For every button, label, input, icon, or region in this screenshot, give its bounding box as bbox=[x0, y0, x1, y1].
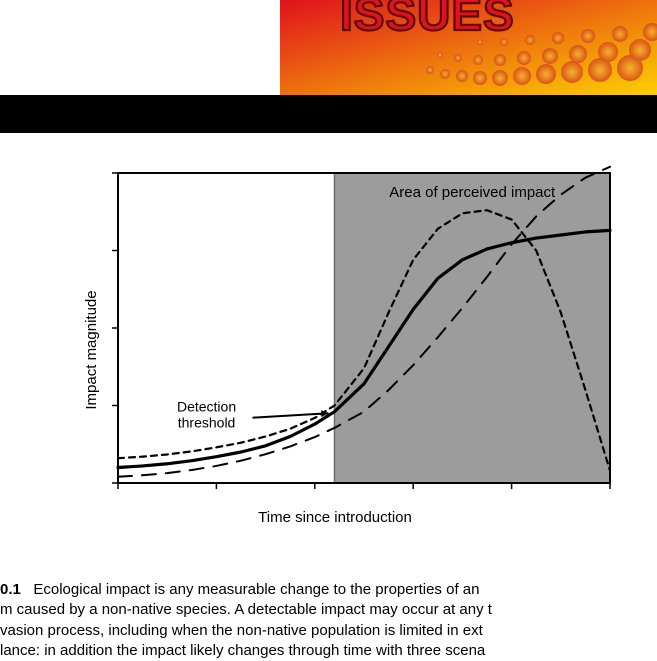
black-bar bbox=[0, 95, 657, 133]
header-banner: ISSUES bbox=[280, 0, 657, 95]
caption-line-1: Ecological impact is any measurable chan… bbox=[33, 581, 479, 598]
svg-text:Detection: Detection bbox=[177, 399, 236, 415]
caption-line-3: vasion process, including when the non-n… bbox=[0, 622, 483, 639]
figure-caption: 0.1 Ecological impact is any measurable … bbox=[0, 580, 657, 661]
x-axis-label: Time since introduction bbox=[258, 509, 412, 526]
fig-number: 0.1 bbox=[0, 581, 21, 598]
banner-text: ISSUES bbox=[340, 0, 515, 40]
svg-text:Area of perceived impact: Area of perceived impact bbox=[389, 184, 556, 201]
impact-chart: Impact magnitude Area of perceived impac… bbox=[40, 165, 630, 535]
caption-line-2: m caused by a non-native species. A dete… bbox=[0, 601, 492, 618]
svg-text:threshold: threshold bbox=[178, 415, 236, 431]
caption-line-4: lance: in addition the impact likely cha… bbox=[0, 642, 485, 659]
